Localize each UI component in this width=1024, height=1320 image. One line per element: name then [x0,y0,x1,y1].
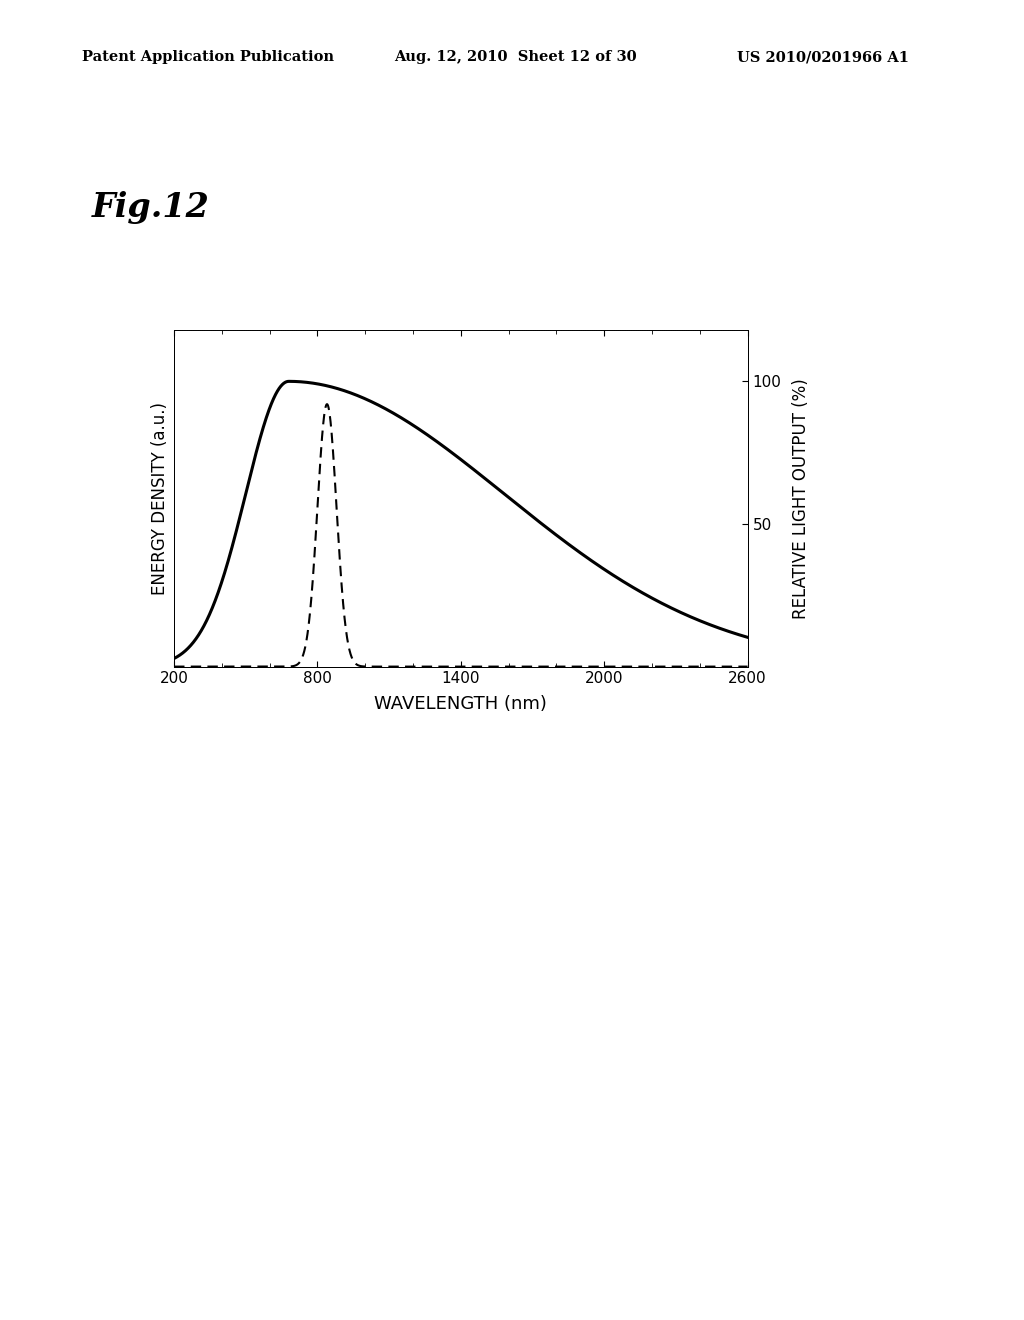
X-axis label: WAVELENGTH (nm): WAVELENGTH (nm) [375,694,547,713]
Y-axis label: ENERGY DENSITY (a.u.): ENERGY DENSITY (a.u.) [151,401,169,595]
Text: US 2010/0201966 A1: US 2010/0201966 A1 [737,50,909,65]
Text: Aug. 12, 2010  Sheet 12 of 30: Aug. 12, 2010 Sheet 12 of 30 [394,50,637,65]
Text: Patent Application Publication: Patent Application Publication [82,50,334,65]
Y-axis label: RELATIVE LIGHT OUTPUT (%): RELATIVE LIGHT OUTPUT (%) [793,378,810,619]
Text: Fig.12: Fig.12 [92,191,210,224]
